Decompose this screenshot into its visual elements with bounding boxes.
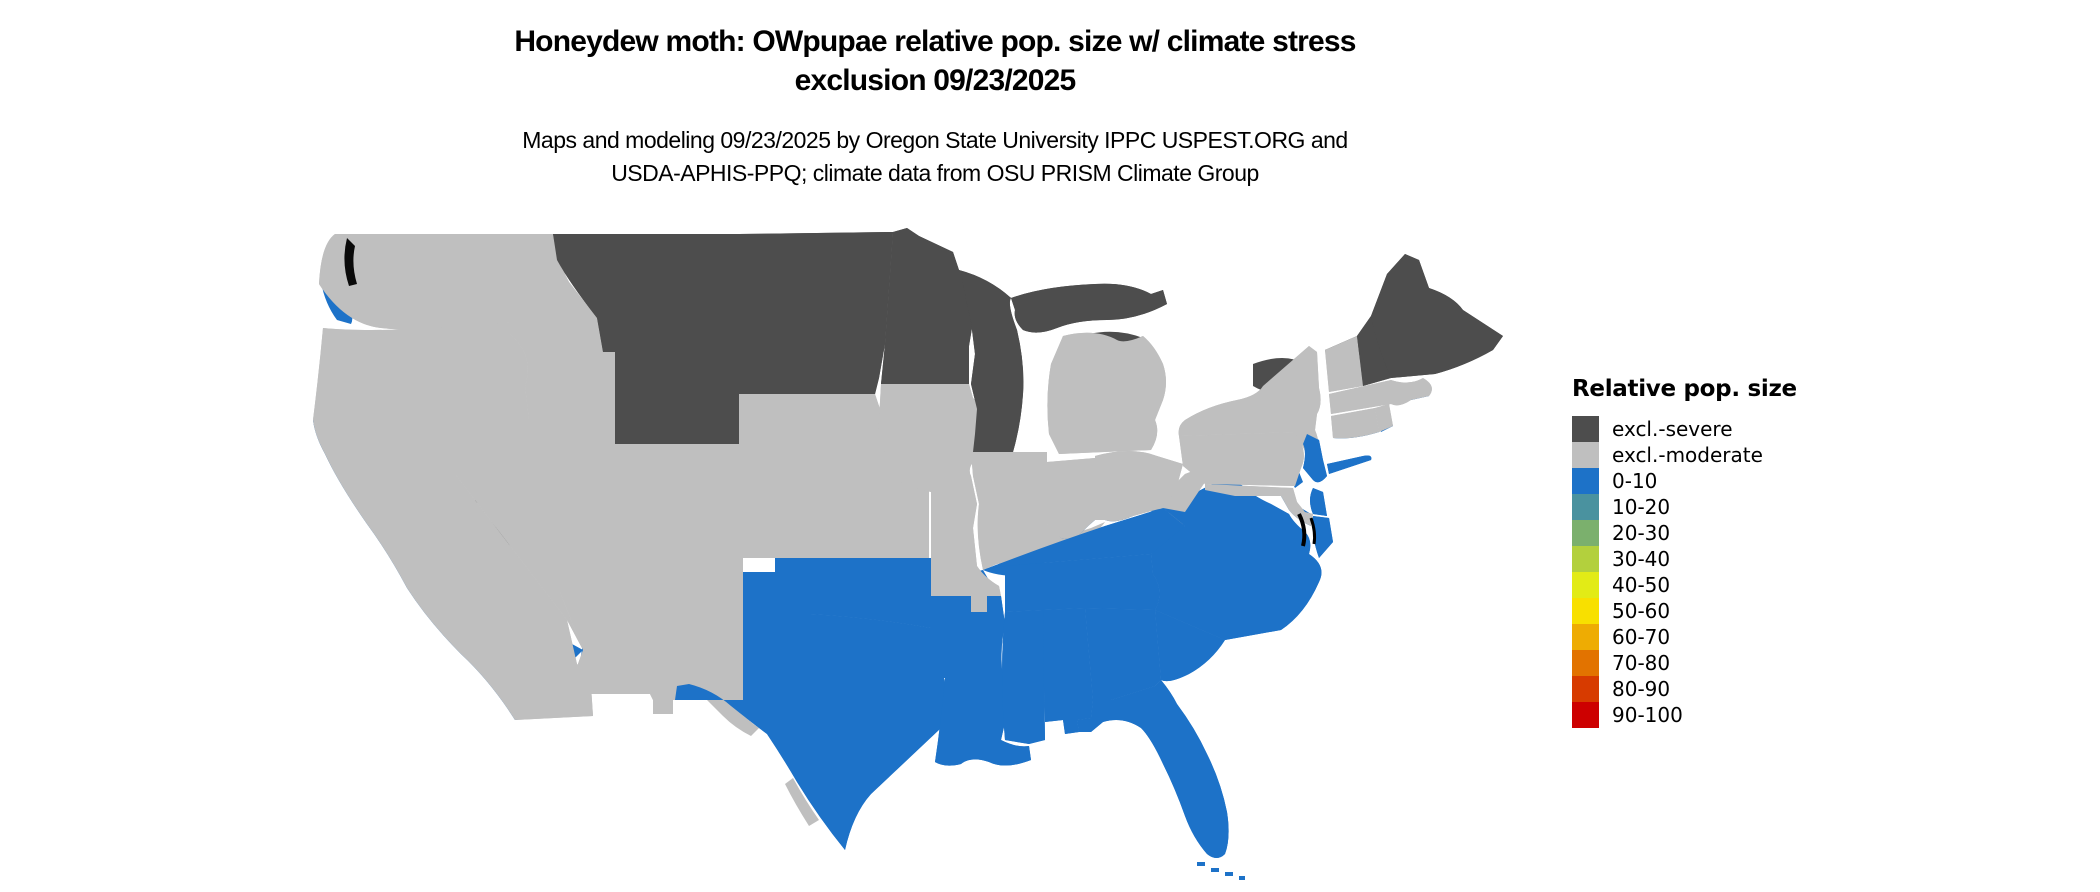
- key-islet: [1225, 872, 1233, 876]
- key-islet: [1211, 868, 1219, 872]
- legend-swatch: [1572, 442, 1599, 468]
- legend-label: 50-60: [1612, 599, 1671, 623]
- legend-item: 90-100: [1572, 702, 1872, 728]
- title-line-2: exclusion 09/23/2025: [794, 64, 1077, 97]
- title-line-1: Honeydew moth: OWpupae relative pop. siz…: [514, 25, 1356, 58]
- legend-label: 10-20: [1612, 495, 1671, 519]
- florida-keys: [1197, 862, 1245, 880]
- legend-item: 30-40: [1572, 546, 1872, 572]
- map-subtitle: Maps and modeling 09/23/2025 by Oregon S…: [300, 124, 1570, 190]
- chesapeake-bay-arm: [1309, 517, 1317, 545]
- legend-label: 60-70: [1612, 625, 1671, 649]
- legend-item: 0-10: [1572, 468, 1872, 494]
- key-islet: [1239, 876, 1245, 880]
- legend-item: 10-20: [1572, 494, 1872, 520]
- legend-label: 0-10: [1612, 469, 1658, 493]
- legend-swatch: [1572, 468, 1599, 494]
- legend: Relative pop. size excl.-severe excl.-mod…: [1572, 376, 1872, 728]
- key-islet: [1197, 862, 1205, 866]
- subtitle-line-2: USDA-APHIS-PPQ; climate data from OSU PR…: [611, 160, 1259, 186]
- legend-label: 30-40: [1612, 547, 1671, 571]
- terrain-patch: [785, 778, 819, 826]
- legend-swatch: [1572, 676, 1599, 702]
- legend-item: 80-90: [1572, 676, 1872, 702]
- legend-label: 90-100: [1612, 703, 1683, 727]
- legend-item: 60-70: [1572, 624, 1872, 650]
- us-risk-map: [305, 220, 1535, 886]
- legend-swatch: [1572, 520, 1599, 546]
- legend-item: 50-60: [1572, 598, 1872, 624]
- legend-swatch: [1572, 494, 1599, 520]
- legend-swatch: [1572, 572, 1599, 598]
- legend-label: excl.-severe: [1612, 417, 1733, 441]
- legend-swatch: [1572, 598, 1599, 624]
- legend-swatch: [1572, 702, 1599, 728]
- legend-swatch: [1572, 650, 1599, 676]
- legend-label: 80-90: [1612, 677, 1671, 701]
- legend-label: 20-30: [1612, 521, 1671, 545]
- subtitle-line-1: Maps and modeling 09/23/2025 by Oregon S…: [522, 127, 1348, 153]
- chesapeake-bay: [1297, 513, 1307, 547]
- legend-item: excl.-severe: [1572, 416, 1872, 442]
- water-details: [344, 238, 1317, 547]
- us-map-svg: [305, 220, 1535, 880]
- legend-item: 70-80: [1572, 650, 1872, 676]
- legend-label: 70-80: [1612, 651, 1671, 675]
- legend-swatch: [1572, 546, 1599, 572]
- legend-swatch: [1572, 416, 1599, 442]
- legend-swatch: [1572, 624, 1599, 650]
- legend-label: excl.-moderate: [1612, 443, 1763, 467]
- legend-item: 40-50: [1572, 572, 1872, 598]
- puget-sound: [344, 238, 357, 286]
- legend-item: excl.-moderate: [1572, 442, 1872, 468]
- state-border-layer: [313, 228, 1503, 858]
- legend-title: Relative pop. size: [1572, 376, 1797, 402]
- legend-label: 40-50: [1612, 573, 1671, 597]
- legend-item: 20-30: [1572, 520, 1872, 546]
- legend-rows: excl.-severe excl.-moderate 0-10 10-20 20-30…: [1572, 416, 1872, 728]
- page-title: Honeydew moth: OWpupae relative pop. siz…: [300, 22, 1570, 100]
